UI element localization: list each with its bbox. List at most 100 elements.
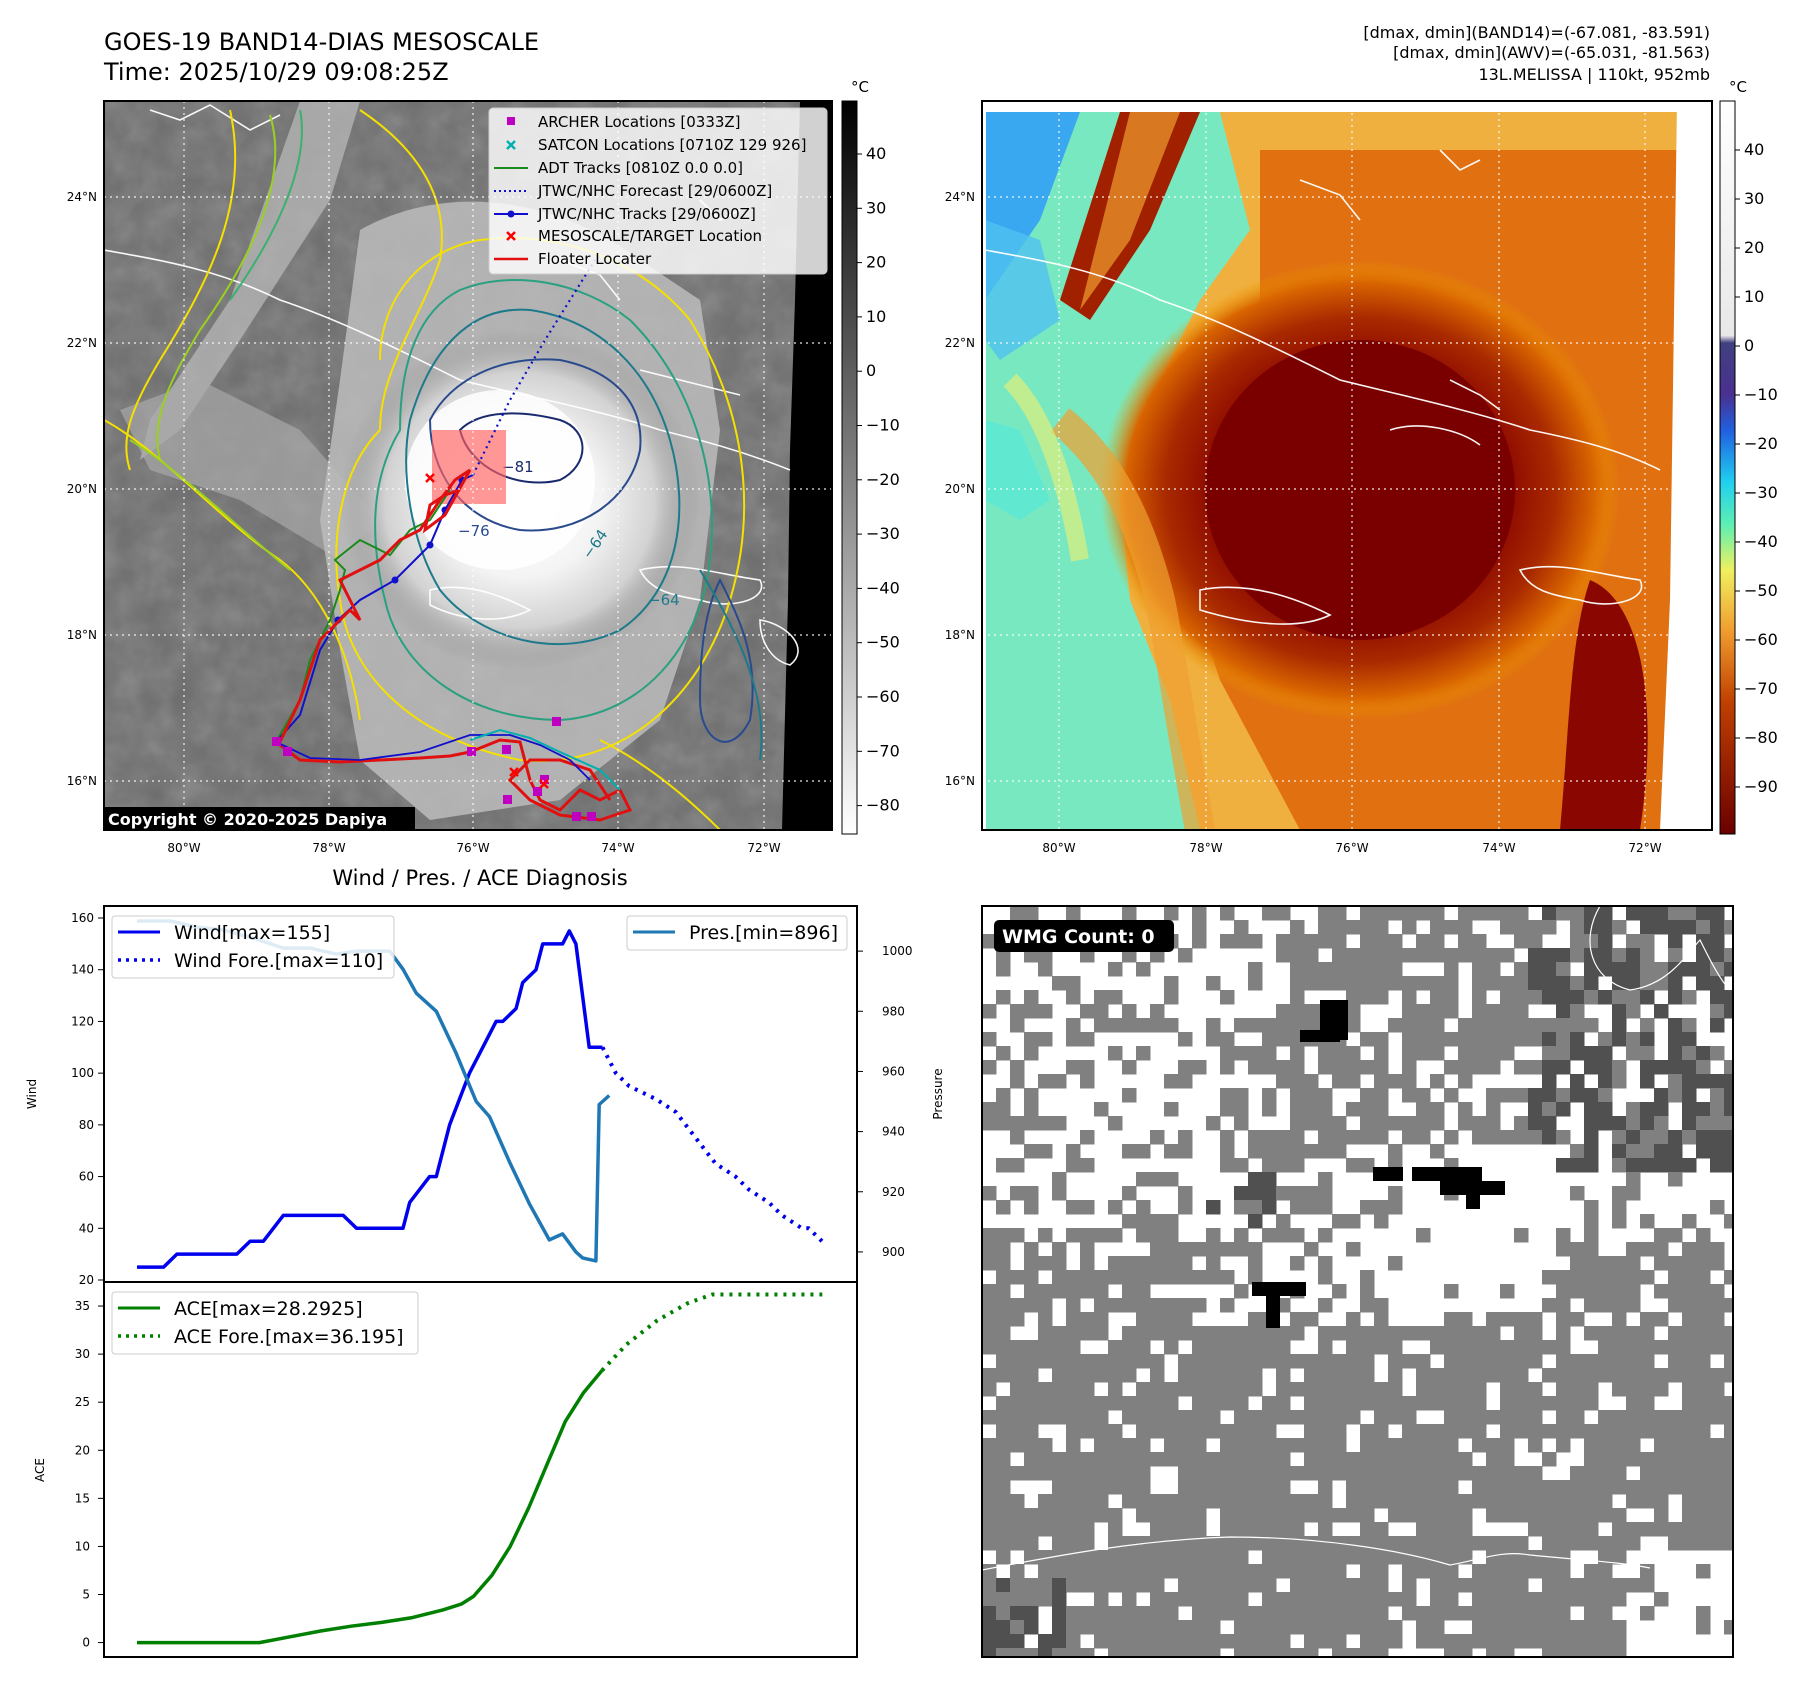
figure-timestamp: Time: 2025/10/29 09:08:25Z — [103, 58, 449, 86]
lon-label: 76°W — [1335, 841, 1368, 855]
color-colorbar-tick-label: −60 — [1744, 630, 1778, 649]
forecast-track — [472, 259, 596, 476]
lat-label: 20°N — [67, 482, 97, 496]
lat-label: 24°N — [67, 190, 97, 204]
wind-legend-label: Wind[max=155] — [174, 922, 330, 944]
ir-colorbar-tick-label: −10 — [866, 416, 900, 435]
ace-ytick-label: 0 — [82, 1636, 90, 1650]
pressure-ytick-label: 1000 — [882, 944, 913, 958]
mesoscale-target-box — [432, 430, 506, 504]
pressure-axis-label: Pressure — [931, 1068, 945, 1119]
wind-ytick-label: 100 — [71, 1066, 94, 1080]
lon-label: 80°W — [167, 841, 200, 855]
ir-colorbar-tick-label: −30 — [866, 524, 900, 543]
adt-track — [275, 489, 451, 743]
legend-tracks: JTWC/NHC Tracks [29/0600Z] — [537, 205, 756, 223]
wind-ytick-label: 20 — [79, 1273, 94, 1287]
legend-archer: ARCHER Locations [0333Z] — [538, 113, 741, 131]
pressure-legend-label: Pres.[min=896] — [689, 922, 838, 944]
legend-target: MESOSCALE/TARGET Location — [538, 227, 762, 245]
wind-ytick-label: 60 — [79, 1170, 94, 1184]
ace-ytick-label: 30 — [75, 1347, 90, 1361]
lat-label: 22°N — [67, 336, 97, 350]
ir-map-lon-labels: 80°W 78°W 76°W 74°W 72°W — [167, 841, 780, 855]
archer-square-icon — [507, 117, 515, 125]
color-map-gridlines — [982, 101, 1712, 830]
pressure-ytick-label: 980 — [882, 1004, 905, 1018]
lon-label: 72°W — [747, 841, 780, 855]
color-colorbar-tick-label: −70 — [1744, 679, 1778, 698]
ir-map-lat-labels: 24°N 22°N 20°N 18°N 16°N — [67, 190, 97, 788]
contour-label-76: −76 — [458, 522, 490, 540]
copyright-label: Copyright © 2020-2025 Dapiya — [108, 810, 387, 829]
wmg-panel: WMG Count: 0 — [981, 905, 1734, 1658]
ace-ytick-label: 10 — [75, 1539, 90, 1553]
color-colorbar: °C 40 30 20 10 0 −10 −20 −30 −40 −50 −60 −70 −80 −90 — [1719, 78, 1778, 835]
color-colorbar-tick-label: 30 — [1744, 189, 1764, 208]
floater-track-south — [275, 738, 633, 822]
storm-info: 13L.MELISSA | 110kt, 952mb — [1478, 65, 1710, 84]
lon-label: 74°W — [1482, 841, 1515, 855]
wind-fore-legend-label: Wind Fore.[max=110] — [174, 950, 383, 972]
pressure-ytick-label: 900 — [882, 1245, 905, 1259]
ir-map-legend: ARCHER Locations [0333Z] SATCON Location… — [488, 107, 828, 275]
lat-label: 24°N — [945, 190, 975, 204]
dmax-awv: [dmax, dmin](AWV)=(-65.031, -81.563) — [1393, 43, 1710, 62]
lon-label: 78°W — [1189, 841, 1222, 855]
wind-ytick-label: 160 — [71, 911, 94, 925]
colorbar-unit: °C — [851, 78, 869, 96]
jtwc-track — [275, 474, 474, 743]
wmg-count-label: WMG Count: 0 — [1002, 926, 1155, 948]
ir-colorbar-tick-label: −20 — [866, 470, 900, 489]
diagnosis-title: Wind / Pres. / ACE Diagnosis — [332, 866, 627, 890]
ace-series-line — [137, 1369, 604, 1645]
color-colorbar-tick-label: −10 — [1744, 385, 1778, 404]
wind-legend: Wind[max=155] Wind Fore.[max=110] — [111, 915, 395, 979]
lat-label: 16°N — [67, 774, 97, 788]
ace-ytick-label: 15 — [75, 1491, 90, 1505]
lat-label: 22°N — [945, 336, 975, 350]
wind-ytick-label: 120 — [71, 1014, 94, 1028]
color-map-lat-labels: 24°N 22°N 20°N 18°N 16°N — [945, 190, 975, 788]
archer-points — [272, 717, 596, 821]
lon-label: 80°W — [1042, 841, 1075, 855]
lon-label: 78°W — [312, 841, 345, 855]
ir-colorbar: °C 40 30 20 10 0 −10 −20 −30 −40 −50 −60 −70 −80 — [841, 78, 900, 835]
ir-colorbar-tick-label: 10 — [866, 307, 886, 326]
ace-ytick-label: 25 — [75, 1395, 90, 1409]
ir-colorbar-tick-label: 0 — [866, 361, 876, 380]
ir-colorbar-tick-label: −60 — [866, 687, 900, 706]
color-map-lon-labels: 80°W 78°W 76°W 74°W 72°W — [1042, 841, 1661, 855]
ir-map-panel: −81 −76 −64 −64 — [67, 78, 900, 855]
wind-ytick-label: 140 — [71, 963, 94, 977]
figure-title: GOES-19 BAND14-DIAS MESOSCALE — [104, 28, 539, 56]
legend-satcon: SATCON Locations [0710Z 129 926] — [538, 136, 806, 154]
ir-colorbar-tick-label: 40 — [866, 144, 886, 163]
color-colorbar-tick-label: 40 — [1744, 140, 1764, 159]
pressure-ytick-label: 920 — [882, 1185, 905, 1199]
colorbar-unit: °C — [1729, 78, 1747, 96]
lon-label: 76°W — [456, 841, 489, 855]
ace-legend: ACE[max=28.2925] ACE Fore.[max=36.195] — [111, 1291, 419, 1355]
ace-ytick-label: 35 — [75, 1299, 90, 1313]
pressure-ytick-label: 940 — [882, 1125, 905, 1139]
ace-chart: ACE 35 30 25 20 15 10 5 0 ACE[max=28.2925] ACE … — [33, 1281, 858, 1658]
color-colorbar-tick-label: −20 — [1744, 434, 1778, 453]
ir-colorbar-tick-label: −70 — [866, 741, 900, 760]
lon-label: 72°W — [1628, 841, 1661, 855]
color-colorbar-tick-label: 20 — [1744, 238, 1764, 257]
lon-label: 74°W — [601, 841, 634, 855]
ir-colorbar-tick-label: −40 — [866, 578, 900, 597]
color-map-panel: 24°N 22°N 20°N 18°N 16°N 80°W 78°W 76°W … — [945, 78, 1778, 855]
wind-axis-label: Wind — [25, 1079, 39, 1109]
track-line-dot-icon — [494, 210, 528, 218]
lat-label: 20°N — [945, 482, 975, 496]
ir-colorbar-tick-label: −50 — [866, 633, 900, 652]
pressure-legend: Pres.[min=896] — [626, 915, 848, 951]
target-x-icon — [506, 231, 516, 241]
ir-colorbar-tick-label: 20 — [866, 253, 886, 272]
color-colorbar-tick-label: −90 — [1744, 777, 1778, 796]
wind-ytick-label: 80 — [79, 1118, 94, 1132]
legend-forecast: JTWC/NHC Forecast [29/0600Z] — [537, 182, 772, 200]
legend-adt: ADT Tracks [0810Z 0.0 0.0] — [538, 159, 743, 177]
